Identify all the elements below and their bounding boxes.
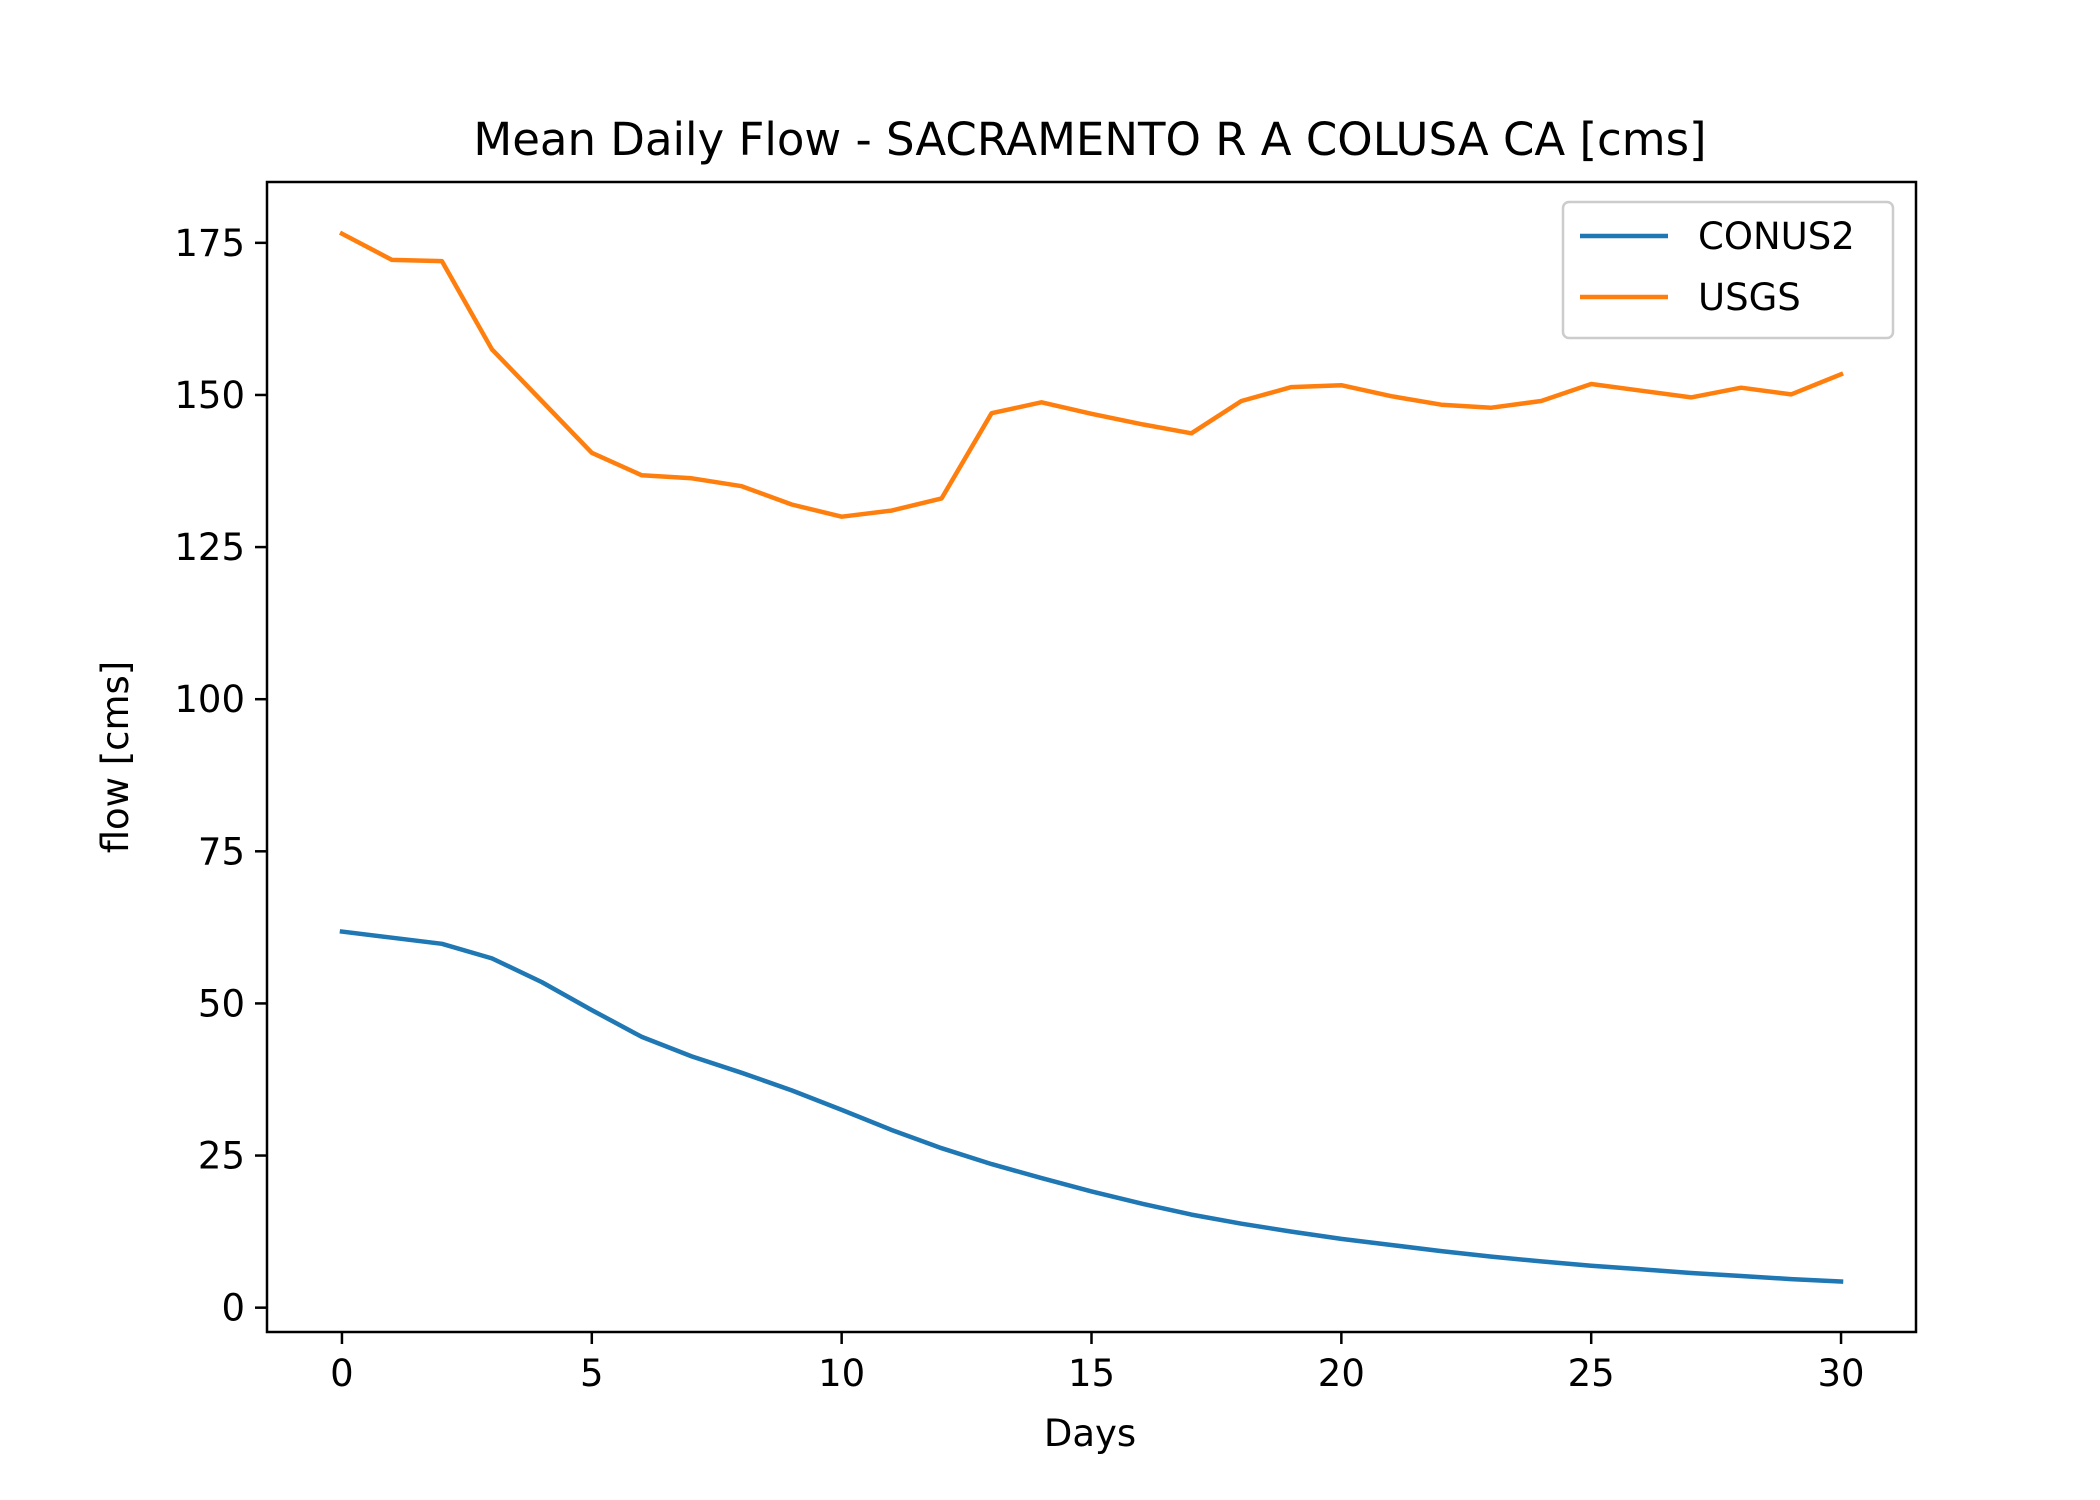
legend-label-usgs: USGS [1698, 276, 1801, 319]
plot-area: 0 5 10 15 20 25 30 0 25 50 75 100 125 150 175 [174, 180, 1918, 1395]
legend: CONUS2 USGS [1561, 200, 1895, 340]
y-tick-label: 175 [174, 222, 245, 265]
x-tick-label: 0 [330, 1352, 354, 1395]
y-tick-label: 75 [198, 830, 245, 873]
series-line-conus2 [339, 929, 1844, 1284]
x-tick-label: 10 [818, 1352, 865, 1395]
y-tick-label: 0 [221, 1287, 245, 1330]
y-tick-label: 125 [174, 526, 245, 569]
x-tick-label: 15 [1068, 1352, 1115, 1395]
x-tick-label: 30 [1817, 1352, 1864, 1395]
series-line-usgs [338, 230, 1844, 519]
legend-label-conus2: CONUS2 [1698, 215, 1855, 258]
y-tick-label: 150 [174, 374, 245, 417]
chart-title: Mean Daily Flow - SACRAMENTO R A COLUSA … [473, 113, 1706, 166]
x-tick-label: 20 [1318, 1352, 1365, 1395]
y-tick-label: 50 [198, 982, 245, 1025]
y-tick-label: 100 [174, 678, 245, 721]
y-axis-label: flow [cms] [94, 661, 137, 854]
x-axis-label: Days [1044, 1412, 1136, 1455]
x-tick-label: 5 [580, 1352, 604, 1395]
x-tick-label: 25 [1568, 1352, 1615, 1395]
y-tick-label: 25 [198, 1135, 245, 1178]
